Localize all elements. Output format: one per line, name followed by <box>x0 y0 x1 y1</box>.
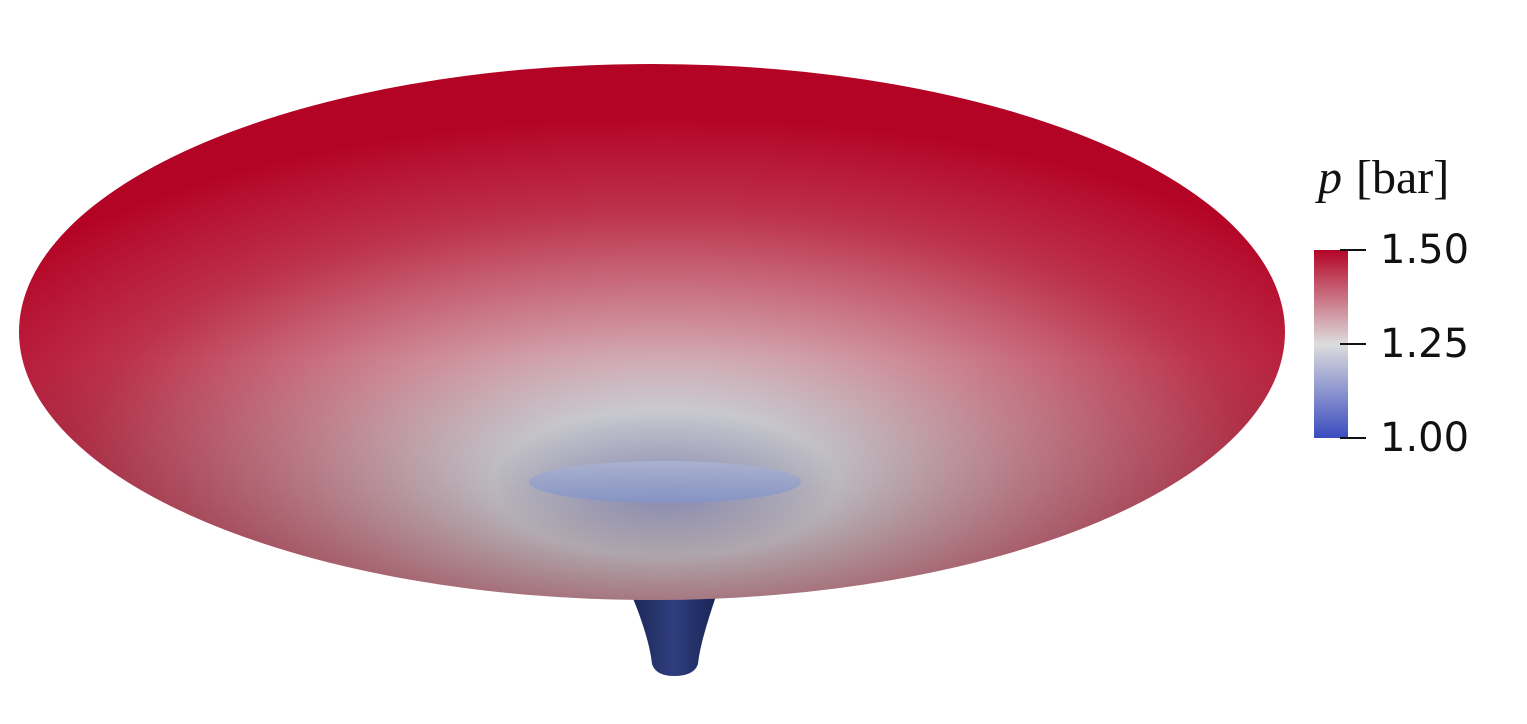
colorbar-tick-label: 1.50 <box>1380 227 1470 273</box>
colorbar <box>1314 249 1366 439</box>
colorbar-ticks <box>1340 249 1366 439</box>
colorbar-tick-label: 1.25 <box>1380 321 1470 367</box>
colorbar-variable: p <box>1318 151 1342 204</box>
funnel-opening <box>529 461 801 503</box>
disk-shading <box>19 64 1285 600</box>
colorbar-title: p [bar] <box>1318 150 1498 205</box>
colorbar-unit: [bar] <box>1356 151 1450 204</box>
funnel-stem <box>632 596 716 676</box>
colorbar-tick-label: 1.00 <box>1380 415 1470 461</box>
